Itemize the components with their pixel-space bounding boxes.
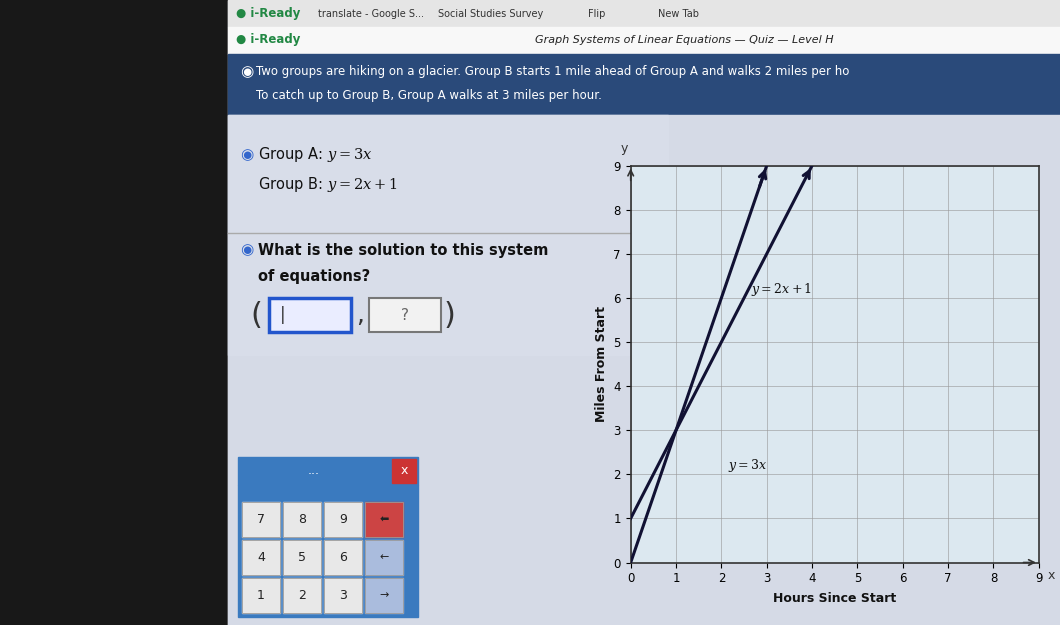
Bar [283,578,321,613]
Bar [283,540,321,575]
Bar [242,578,280,613]
Bar [365,502,403,537]
Text: ): ) [444,301,456,329]
Text: translate - Google S...: translate - Google S... [318,9,424,19]
Text: ←: ← [379,552,389,562]
Bar [392,459,416,483]
Bar [228,27,1060,54]
Text: ?: ? [401,308,409,322]
Bar [365,540,403,575]
Bar [237,457,418,485]
Bar [0,0,228,625]
Bar [228,54,1060,115]
Bar [324,578,361,613]
Bar [242,540,280,575]
Text: 4: 4 [257,551,265,564]
Text: |: | [280,306,285,324]
Text: Flip: Flip [588,9,605,19]
Text: ◉: ◉ [240,242,253,258]
Text: 5: 5 [298,551,306,564]
Bar [242,540,280,575]
Text: ● i-Ready: ● i-Ready [236,8,300,21]
Bar [228,0,1060,625]
Text: 2: 2 [298,589,306,602]
Text: 7: 7 [257,513,265,526]
Text: ,: , [356,303,364,327]
Bar [228,115,668,235]
FancyBboxPatch shape [269,298,351,332]
Bar [228,115,1060,625]
Bar [228,235,668,355]
Text: Two groups are hiking on a glacier. Group B starts 1 mile ahead of Group A and w: Two groups are hiking on a glacier. Grou… [255,66,849,79]
Y-axis label: Miles From Start: Miles From Start [595,306,608,422]
Bar [324,502,361,537]
Bar [283,578,321,613]
Text: Group B: $y = 2x + 1$: Group B: $y = 2x + 1$ [258,176,398,194]
Text: To catch up to Group B, Group A walks at 3 miles per hour.: To catch up to Group B, Group A walks at… [255,89,602,101]
Bar [242,502,280,537]
Bar [324,540,361,575]
Text: Group A: $y = 3x$: Group A: $y = 3x$ [258,146,372,164]
X-axis label: Hours Since Start: Hours Since Start [773,592,897,605]
Bar [324,540,361,575]
Bar [324,502,361,537]
Bar [237,485,418,617]
Bar [242,578,280,613]
Bar [324,578,361,613]
Text: 1: 1 [257,589,265,602]
Bar [283,502,321,537]
Text: ◉: ◉ [240,64,253,79]
Text: 8: 8 [298,513,306,526]
Text: y: y [620,142,628,154]
Text: 3: 3 [339,589,347,602]
Text: x: x [1048,569,1056,582]
Text: x: x [401,464,408,478]
Text: Graph Systems of Linear Equations — Quiz — Level H: Graph Systems of Linear Equations — Quiz… [534,35,833,45]
Bar [365,502,403,537]
Text: of equations?: of equations? [258,269,370,284]
Text: (: ( [250,301,262,329]
Text: $y = 3x$: $y = 3x$ [728,457,767,474]
Text: ● i-Ready: ● i-Ready [236,34,300,46]
Bar [228,0,1060,27]
Text: $y = 2x + 1$: $y = 2x + 1$ [750,281,812,298]
FancyBboxPatch shape [369,298,441,332]
Text: →: → [379,591,389,601]
Bar [365,578,403,613]
Text: New Tab: New Tab [658,9,699,19]
Text: Social Studies Survey: Social Studies Survey [438,9,543,19]
Bar [365,578,403,613]
Text: 6: 6 [339,551,347,564]
Text: 9: 9 [339,513,347,526]
Bar [283,540,321,575]
Text: What is the solution to this system: What is the solution to this system [258,242,548,258]
Text: ◉: ◉ [240,148,253,162]
Text: ...: ... [307,464,319,478]
Bar [242,502,280,537]
Text: ⬅: ⬅ [379,514,389,524]
Bar [365,540,403,575]
Bar [283,502,321,537]
